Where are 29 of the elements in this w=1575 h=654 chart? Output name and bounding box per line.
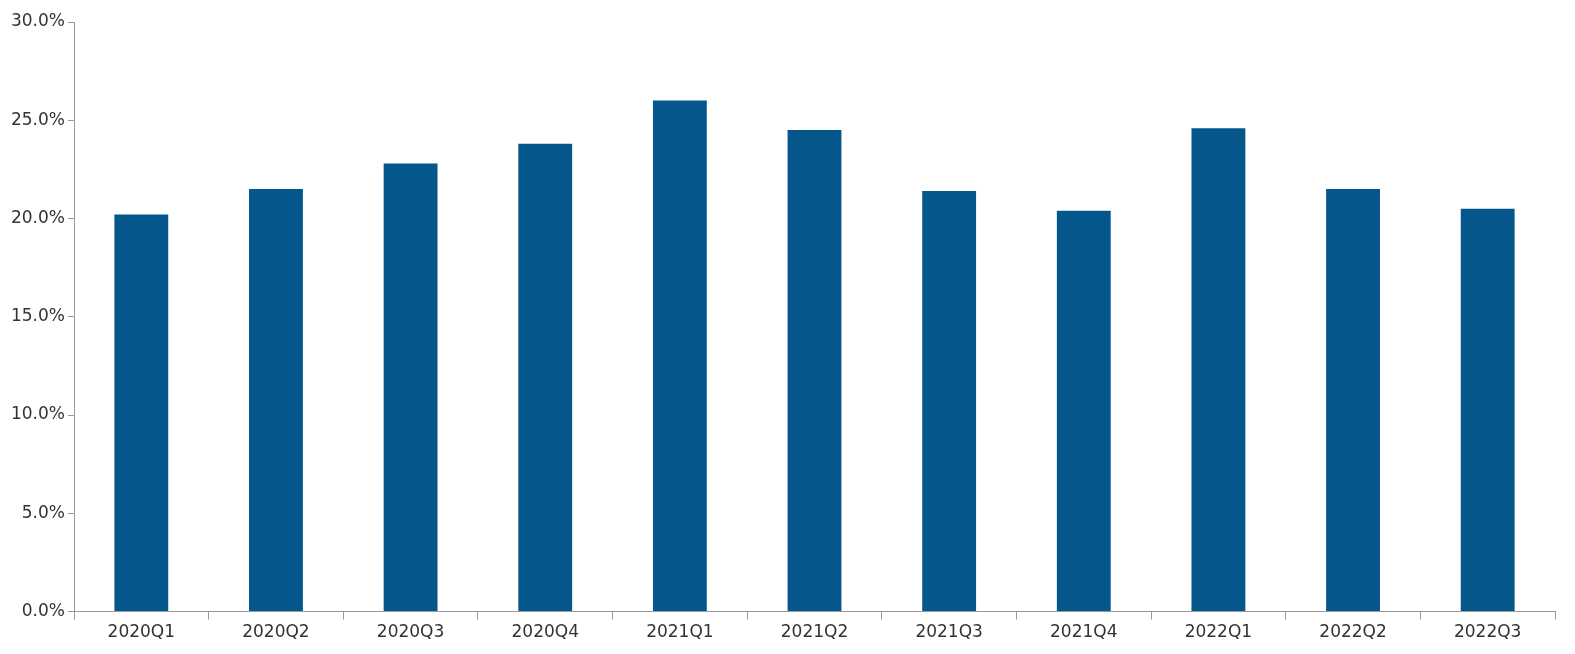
x-tick-label: 2020Q4 — [511, 621, 579, 642]
x-tick-label: 2022Q3 — [1453, 621, 1522, 642]
x-tick-label: 2022Q1 — [1184, 621, 1253, 642]
bar — [1460, 208, 1515, 612]
x-tick-label: 2021Q3 — [915, 621, 983, 642]
bar — [249, 189, 303, 612]
bar — [518, 143, 573, 612]
y-tick-label: 5.0% — [21, 501, 65, 522]
bar — [652, 100, 707, 612]
bar — [787, 130, 842, 612]
bar — [383, 163, 438, 612]
x-tick-label: 2021Q4 — [1050, 621, 1118, 642]
y-tick-label: 20.0% — [10, 206, 65, 227]
x-tick-label: 2021Q1 — [646, 621, 714, 642]
y-tick-label: 25.0% — [10, 108, 65, 129]
y-tick-label: 0.0% — [21, 600, 65, 621]
x-tick-label: 2020Q2 — [242, 621, 310, 642]
bar — [922, 191, 977, 612]
y-tick-label: 15.0% — [10, 305, 65, 326]
x-tick-label: 2020Q1 — [107, 621, 176, 642]
y-tick-label: 30.0% — [10, 10, 65, 31]
bar — [1191, 128, 1246, 612]
bar — [1056, 210, 1111, 612]
x-tick-label: 2021Q2 — [780, 621, 849, 642]
x-tick-label: 2020Q3 — [376, 621, 445, 642]
y-tick-label: 10.0% — [10, 403, 65, 424]
bar — [114, 214, 169, 612]
x-tick-label: 2022Q2 — [1319, 621, 1387, 642]
bar — [1326, 189, 1380, 612]
